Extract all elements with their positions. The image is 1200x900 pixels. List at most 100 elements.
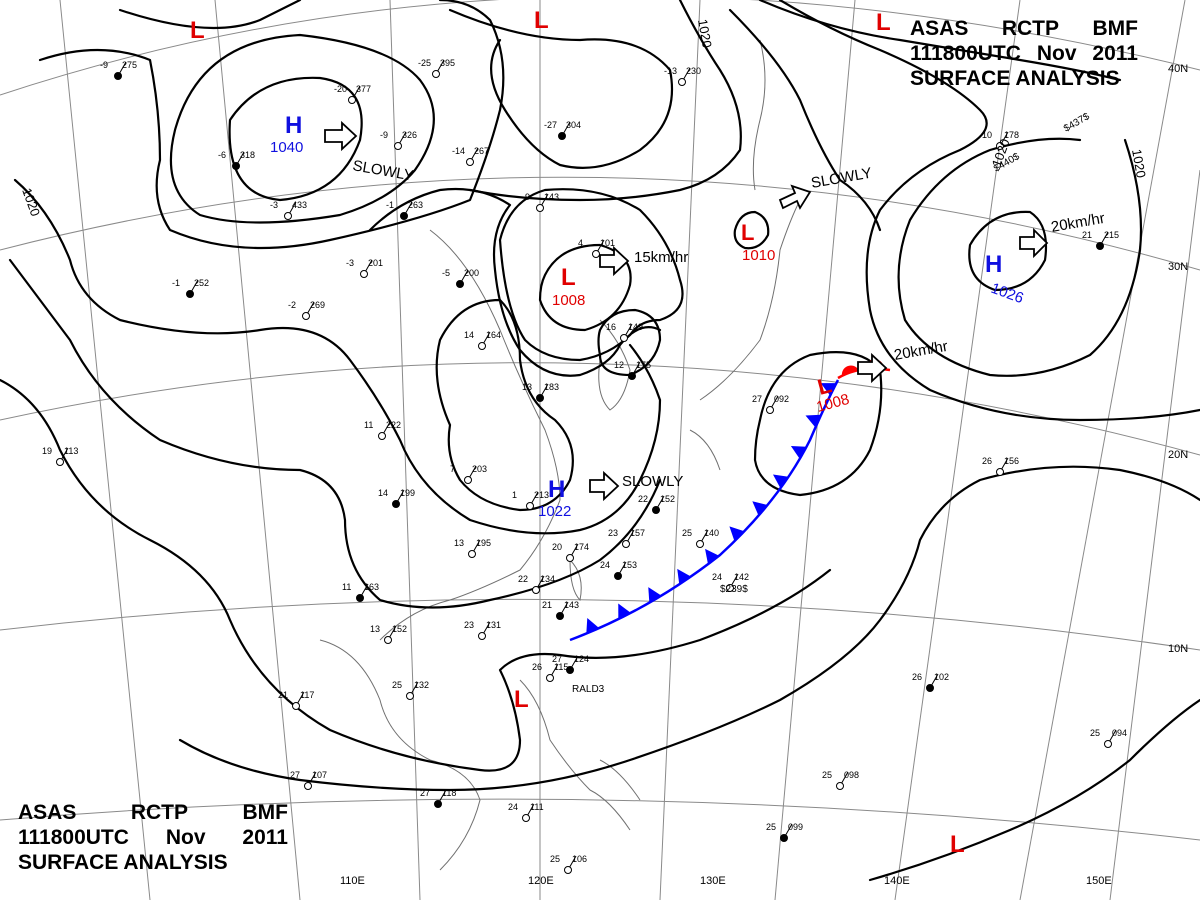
isobar-1020-west [13, 178, 662, 535]
title-word: Nov [165, 826, 206, 849]
station-pressure: 107 [312, 770, 327, 780]
station-pressure: 131 [486, 620, 501, 630]
station-plot: -6 318 [218, 150, 255, 170]
station-circle-icon [532, 586, 540, 594]
meridian-100e [59, 0, 151, 900]
low-center-symbol: L [534, 7, 549, 34]
station-temperature: -2 [288, 300, 296, 310]
station-pressure: 152 [392, 624, 407, 634]
station-circle-icon [232, 162, 240, 170]
station-plot: 22 134 [518, 574, 555, 594]
station-temperature: -3 [270, 200, 278, 210]
station-plot: 26 156 [982, 456, 1019, 476]
station-circle-icon [556, 612, 564, 620]
station-temperature: 16 [606, 322, 616, 332]
station-temperature: -14 [452, 146, 465, 156]
station-pressure: 222 [386, 420, 401, 430]
station-temperature: -13 [664, 66, 677, 76]
parallel-10n [0, 598, 1200, 651]
longitude-label: 120E [528, 875, 554, 887]
meridian-130e [774, 0, 856, 900]
station-temperature: -5 [442, 268, 450, 278]
station-circle-icon [546, 674, 554, 682]
movement-label: 15km/hr [634, 249, 688, 266]
station-temperature: -27 [544, 120, 557, 130]
station-circle-icon [696, 540, 704, 548]
station-temperature: 26 [532, 662, 542, 672]
station-pressure: 099 [788, 822, 803, 832]
station-temperature: 14 [378, 488, 388, 498]
station-temperature: 25 [392, 680, 402, 690]
station-pressure: 098 [844, 770, 859, 780]
station-circle-icon [478, 632, 486, 640]
isobar-low-1008-east [753, 351, 883, 497]
station-circle-icon [628, 372, 636, 380]
station-circle-icon [348, 96, 356, 104]
coast-korea [598, 319, 631, 411]
station-plot: -1 263 [386, 200, 423, 220]
parallel-40n [0, 0, 1200, 96]
parallel-30n [0, 176, 1200, 271]
station-circle-icon [400, 212, 408, 220]
station-circle-icon [836, 782, 844, 790]
title-word: 2011 [1092, 42, 1138, 65]
title-line-1: ASAS RCTP BMF [18, 800, 288, 825]
station-circle-icon [926, 684, 934, 692]
station-plot: -20 377 [334, 84, 371, 104]
isobar-east-japan [728, 8, 882, 232]
station-plot: 14 164 [464, 330, 501, 350]
station-temperature: 25 [766, 822, 776, 832]
station-plot: 21 143 [542, 600, 579, 620]
low-center-symbol: L [190, 17, 205, 44]
station-circle-icon [56, 458, 64, 466]
station-plot: 27 124 [552, 654, 589, 674]
station-circle-icon [384, 636, 392, 644]
station-plot: 24 142 [712, 572, 749, 592]
isobar-low-1008-outer [498, 188, 684, 362]
station-circle-icon [432, 70, 440, 78]
warm-front-bump-1 [841, 365, 858, 376]
isobar-east-china [368, 187, 662, 377]
cold-front-barbs [586, 383, 837, 634]
station-plot: 19 113 [42, 446, 78, 466]
station-plot: -2 269 [288, 300, 325, 320]
station-temperature: -1 [386, 200, 394, 210]
station-pressure: 102 [934, 672, 949, 682]
longitude-label: 150E [1086, 875, 1112, 887]
high-center-value: 1022 [538, 503, 571, 520]
station-pressure: 163 [364, 582, 379, 592]
title-word: ASAS [910, 17, 969, 40]
station-plot: 4 101 [578, 238, 615, 258]
station-circle-icon [996, 468, 1004, 476]
station-temperature: 14 [464, 330, 474, 340]
station-circle-icon [186, 290, 194, 298]
movement-arrows [324, 120, 1049, 502]
station-plot: 21 117 [278, 690, 314, 710]
station-plot: 27 107 [290, 770, 327, 790]
station-plot: 27 118 [420, 788, 456, 808]
arrow-icon-high-1022 [589, 470, 620, 502]
station-plot: 13 195 [454, 538, 491, 558]
station-pressure: 175 [636, 360, 651, 370]
station-pressure: 092 [774, 394, 789, 404]
station-plot: 7 203 [450, 464, 487, 484]
station-circle-icon [678, 78, 686, 86]
station-temperature: 23 [608, 528, 618, 538]
latitude-label: 40N [1168, 63, 1188, 75]
station-temperature: 21 [278, 690, 288, 700]
station-pressure: 132 [414, 680, 429, 690]
station-pressure: 326 [402, 130, 417, 140]
station-temperature: -3 [346, 258, 354, 268]
meridian-110e [214, 0, 301, 900]
low-center-value: 1010 [742, 247, 775, 264]
isobar-korea-loop [597, 308, 662, 377]
title-word: SURFACE ANALYSIS [910, 67, 1120, 90]
station-pressure: 152 [660, 494, 675, 504]
latitude-label: 20N [1168, 449, 1188, 461]
station-pressure: 157 [630, 528, 645, 538]
station-plot: -9 326 [380, 130, 417, 150]
station-circle-icon [564, 866, 572, 874]
station-pressure: 178 [1004, 130, 1019, 140]
high-center-symbol: H [548, 476, 565, 503]
